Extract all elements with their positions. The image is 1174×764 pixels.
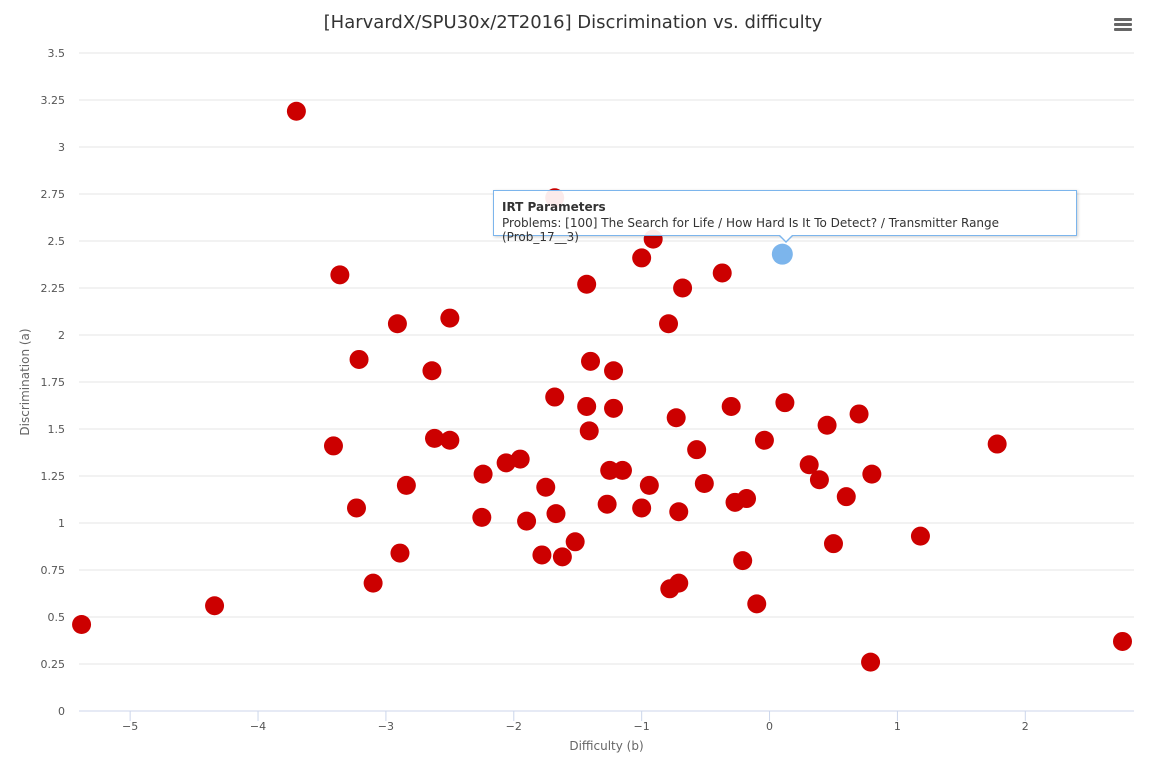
data-point[interactable] bbox=[721, 396, 741, 416]
data-point[interactable] bbox=[473, 464, 493, 484]
data-point[interactable] bbox=[687, 440, 707, 460]
x-tick-label: 2 bbox=[1022, 720, 1029, 733]
data-point[interactable] bbox=[546, 504, 566, 524]
x-tick-label: 0 bbox=[766, 720, 773, 733]
tooltip-title: IRT Parameters bbox=[502, 200, 606, 214]
data-point[interactable] bbox=[604, 361, 624, 381]
data-point[interactable] bbox=[632, 248, 652, 268]
data-point[interactable] bbox=[532, 545, 552, 565]
data-point[interactable] bbox=[669, 502, 689, 522]
data-point[interactable] bbox=[390, 543, 410, 563]
y-tick-label: 0.25 bbox=[41, 658, 66, 671]
data-point[interactable] bbox=[666, 408, 686, 428]
y-tick-label: 0.5 bbox=[48, 611, 66, 624]
data-point[interactable] bbox=[987, 434, 1007, 454]
data-point[interactable] bbox=[577, 396, 597, 416]
data-point[interactable] bbox=[754, 430, 774, 450]
data-point[interactable] bbox=[673, 278, 693, 298]
data-point[interactable] bbox=[581, 351, 601, 371]
data-point[interactable] bbox=[862, 464, 882, 484]
data-point[interactable] bbox=[72, 615, 92, 635]
data-point[interactable] bbox=[823, 534, 843, 554]
y-tick-label: 3.25 bbox=[41, 94, 66, 107]
y-tick-label: 1 bbox=[58, 517, 65, 530]
x-axis-ticks: −5 −4 −3 −2 −1 0 1 2 bbox=[122, 711, 1029, 733]
data-point[interactable] bbox=[775, 393, 795, 413]
y-tick-label: 0 bbox=[58, 705, 65, 718]
y-tick-label: 2.25 bbox=[41, 282, 66, 295]
data-point[interactable] bbox=[565, 532, 585, 552]
data-point[interactable] bbox=[472, 507, 492, 527]
data-point[interactable] bbox=[323, 436, 343, 456]
tooltip-text: Problems: [100] The Search for Life / Ho… bbox=[502, 216, 1000, 244]
data-point[interactable] bbox=[205, 596, 225, 616]
chart-menu-button[interactable] bbox=[1112, 16, 1134, 36]
data-point[interactable] bbox=[552, 547, 572, 567]
data-point[interactable] bbox=[440, 308, 460, 328]
data-point[interactable] bbox=[517, 511, 537, 531]
data-point[interactable] bbox=[747, 594, 767, 614]
x-tick-label: −3 bbox=[378, 720, 394, 733]
data-point[interactable] bbox=[809, 470, 829, 490]
y-tick-label: 2.75 bbox=[41, 188, 66, 201]
data-point[interactable] bbox=[712, 263, 732, 283]
y-tick-label: 1.25 bbox=[41, 470, 66, 483]
y-tick-label: 0.75 bbox=[41, 564, 66, 577]
y-axis-label: Discrimination (a) bbox=[18, 328, 32, 435]
data-point[interactable] bbox=[396, 475, 416, 495]
y-tick-label: 3.5 bbox=[48, 47, 66, 60]
x-axis-label: Difficulty (b) bbox=[569, 739, 643, 753]
x-tick-label: −2 bbox=[506, 720, 522, 733]
data-point[interactable] bbox=[425, 428, 445, 448]
data-point[interactable] bbox=[545, 387, 565, 407]
chart-title: [HarvardX/SPU30x/2T2016] Discrimination … bbox=[323, 12, 823, 33]
data-point[interactable] bbox=[817, 415, 837, 435]
data-point[interactable] bbox=[363, 573, 383, 593]
x-tick-label: −1 bbox=[634, 720, 650, 733]
data-point[interactable] bbox=[286, 101, 306, 121]
data-point[interactable] bbox=[422, 361, 442, 381]
data-point[interactable] bbox=[577, 274, 597, 294]
data-point[interactable] bbox=[536, 477, 556, 497]
y-tick-label: 2 bbox=[58, 329, 65, 342]
data-point[interactable] bbox=[510, 449, 530, 469]
tooltip-arrow-inner bbox=[779, 234, 793, 241]
data-point[interactable] bbox=[349, 349, 369, 369]
data-point[interactable] bbox=[346, 498, 366, 518]
x-tick-label: 1 bbox=[894, 720, 901, 733]
data-point[interactable] bbox=[849, 404, 869, 424]
data-point[interactable] bbox=[799, 455, 819, 475]
data-point[interactable] bbox=[639, 475, 659, 495]
data-point[interactable] bbox=[694, 474, 714, 494]
y-tick-label: 3 bbox=[58, 141, 65, 154]
highlighted-data-point[interactable] bbox=[771, 243, 793, 265]
data-point[interactable] bbox=[597, 494, 617, 514]
data-point[interactable] bbox=[604, 398, 624, 418]
data-point[interactable] bbox=[910, 526, 930, 546]
data-point[interactable] bbox=[861, 652, 881, 672]
data-point[interactable] bbox=[1112, 631, 1132, 651]
hamburger-icon bbox=[1112, 18, 1134, 31]
y-axis-ticks: 0 0.25 0.5 0.75 1 1.25 1.5 1.75 2 2.25 2.5 2.75 3 3.2… bbox=[41, 47, 66, 718]
data-point[interactable] bbox=[330, 265, 350, 285]
y-tick-label: 1.5 bbox=[48, 423, 66, 436]
data-point[interactable] bbox=[669, 573, 689, 593]
data-points bbox=[72, 101, 1132, 672]
data-point[interactable] bbox=[440, 430, 460, 450]
point-tooltip: IRT Parameters Problems: [100] The Searc… bbox=[493, 190, 1077, 244]
y-tick-label: 2.5 bbox=[48, 235, 66, 248]
grid-lines bbox=[79, 52, 1134, 665]
x-tick-label: −5 bbox=[122, 720, 138, 733]
data-point[interactable] bbox=[387, 314, 407, 334]
data-point[interactable] bbox=[737, 489, 757, 509]
data-point[interactable] bbox=[612, 460, 632, 480]
data-point[interactable] bbox=[659, 314, 679, 334]
y-tick-label: 1.75 bbox=[41, 376, 66, 389]
data-point[interactable] bbox=[836, 487, 856, 507]
data-point[interactable] bbox=[632, 498, 652, 518]
data-point[interactable] bbox=[733, 551, 753, 571]
x-tick-label: −4 bbox=[250, 720, 266, 733]
data-point[interactable] bbox=[579, 421, 599, 441]
